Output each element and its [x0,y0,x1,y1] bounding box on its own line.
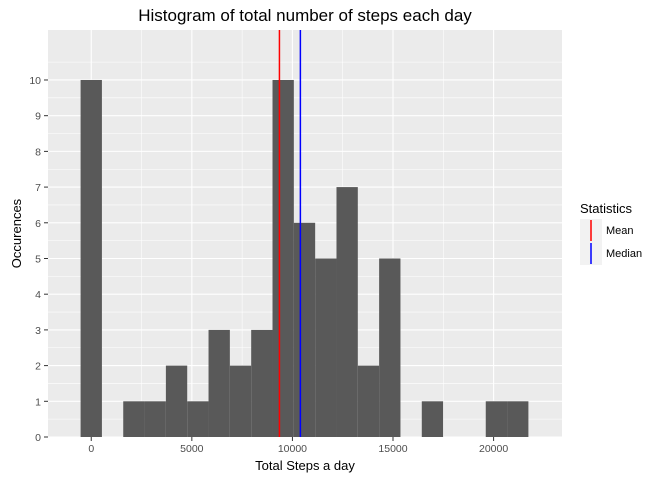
legend: Statistics Mean Median [580,201,642,265]
y-tick-label: 2 [35,361,41,373]
histogram-bar [485,401,508,437]
histogram-bar [144,401,166,437]
x-tick-label: 10000 [278,443,307,455]
histogram-bars [80,79,529,437]
y-tick-label: 6 [35,218,41,230]
x-tick-label: 20000 [479,443,508,455]
y-tick-label: 4 [35,289,41,301]
histogram-bar [357,365,380,437]
y-tick-label: 10 [29,75,41,87]
y-tick-label: 3 [35,325,41,337]
legend-title: Statistics [580,201,633,216]
x-axis: 0 5000 10000 15000 20000 [88,437,508,455]
legend-label-mean: Mean [606,225,634,237]
histogram-bar [187,401,209,437]
y-tick-label: 0 [35,432,41,444]
y-tick-label: 7 [35,182,41,194]
legend-label-median: Median [606,248,642,260]
histogram-bar [336,187,358,437]
histogram-bar [251,329,273,437]
histogram-bar [507,401,529,437]
x-tick-label: 15000 [378,443,407,455]
chart-title: Histogram of total number of steps each … [138,6,472,25]
statistic-lines [278,30,302,437]
histogram-bar [165,365,188,437]
y-axis: 0 1 2 3 4 5 6 7 8 9 10 [29,75,48,444]
y-tick-label: 5 [35,253,41,265]
histogram-bar [272,79,294,437]
y-axis-title: Occurences [9,198,24,268]
x-axis-title: Total Steps a day [255,458,355,473]
histogram-bar [123,401,145,437]
histogram-bar [293,222,316,437]
x-tick-label: 5000 [180,443,204,455]
histogram-bar [80,79,102,437]
histogram-bar [315,258,337,437]
y-tick-label: 1 [35,396,41,408]
y-tick-label: 9 [35,111,41,123]
histogram-bar [229,365,252,437]
histogram-bar [421,401,444,437]
histogram-bar [379,258,401,437]
x-tick-label: 0 [88,443,94,455]
y-tick-label: 8 [35,146,41,158]
histogram-bar [208,329,230,437]
